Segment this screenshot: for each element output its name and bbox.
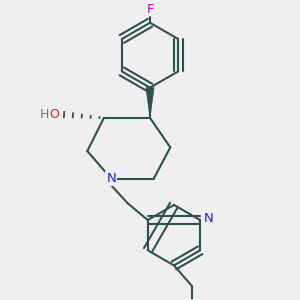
Text: N: N bbox=[203, 212, 213, 225]
Text: O: O bbox=[49, 108, 59, 121]
Text: F: F bbox=[146, 3, 154, 16]
Polygon shape bbox=[146, 88, 154, 118]
Text: N: N bbox=[106, 172, 116, 185]
Text: H: H bbox=[40, 108, 49, 121]
